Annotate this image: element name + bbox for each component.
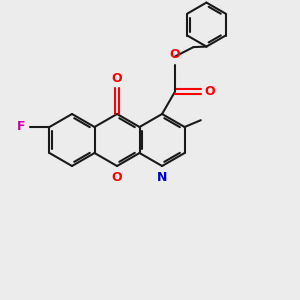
Text: O: O: [112, 72, 122, 85]
Text: N: N: [157, 171, 167, 184]
Text: F: F: [16, 121, 25, 134]
Text: O: O: [204, 85, 215, 98]
Text: O: O: [112, 171, 122, 184]
Text: O: O: [170, 49, 180, 62]
